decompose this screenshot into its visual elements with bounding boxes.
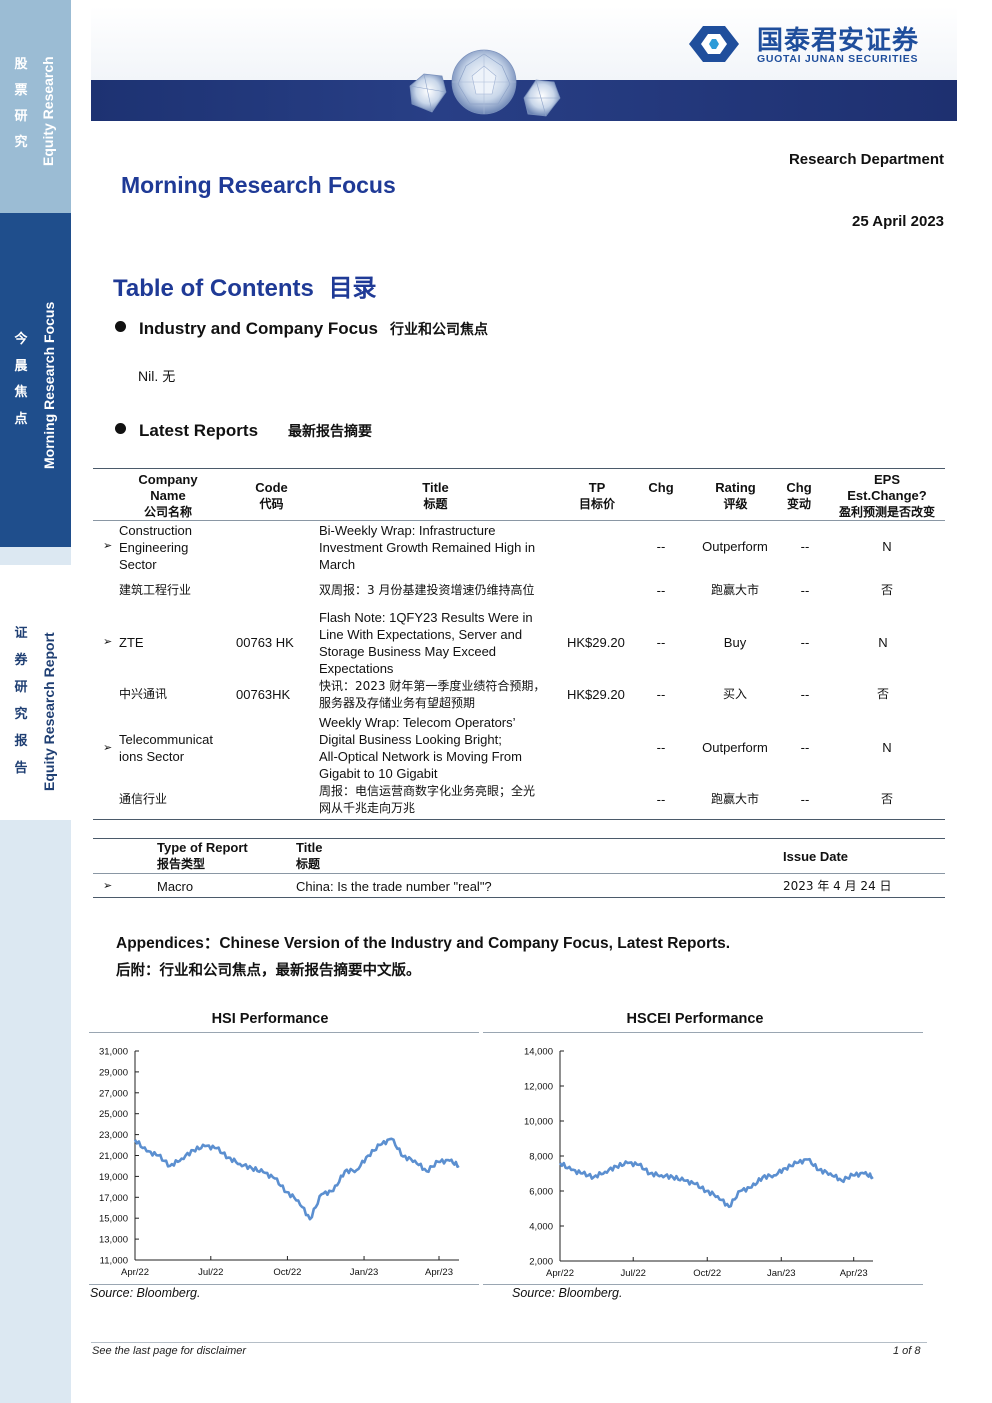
y-tick-label: 10,000: [524, 1117, 553, 1128]
hsi-chart-title: HSI Performance: [211, 1011, 329, 1027]
x-tick-label: Jul/22: [621, 1268, 646, 1279]
y-tick-label: 19,000: [99, 1172, 128, 1183]
col-header-tp: TP 目标价: [578, 480, 615, 511]
col-header-company: Company Name 公司名称: [138, 472, 198, 519]
report-title: 周报：电信运营商数字化业务亮眼；全光 网从千兆走向万兆: [319, 784, 536, 815]
brand-mark-icon: [689, 26, 739, 62]
report-title: 快讯：2023 财年第一季度业绩符合预期， 服务器及存储业务有望超预期: [319, 679, 546, 710]
y-tick-label: 25,000: [99, 1109, 128, 1120]
page-number: 1 of 8: [893, 1345, 921, 1357]
x-tick-label: Jul/22: [198, 1267, 223, 1278]
x-tick-label: Jan/23: [350, 1267, 379, 1278]
y-tick-label: 2,000: [529, 1257, 553, 1268]
y-tick-label: 15,000: [99, 1214, 128, 1225]
y-tick-label: 12,000: [524, 1082, 553, 1093]
company-name: Construction Engineering Sector: [119, 523, 192, 572]
table-rule: [93, 838, 945, 839]
table-rule: [93, 468, 945, 469]
y-tick-label: 11,000: [100, 1256, 128, 1267]
appendices-note-cn: 后附：行业和公司焦点，最新报告摘要中文版。: [116, 963, 421, 979]
table-rule: [93, 873, 945, 874]
appendices-note-en: Appendices：Chinese Version of the Indust…: [116, 935, 731, 952]
x-tick-label: Apr/22: [121, 1267, 149, 1278]
chart-rule: [483, 1284, 923, 1285]
col-header-macro-title: Title 标题: [296, 840, 323, 871]
col-header-report-type: Type of Report 报告类型: [157, 840, 248, 871]
y-tick-label: 6,000: [529, 1187, 553, 1198]
col-header-eps: EPS Est.Change? 盈利预测是否改变: [838, 472, 935, 519]
y-tick-label: 31,000: [99, 1047, 128, 1058]
bullet-icon: [115, 423, 126, 434]
sidebar-block-equity-research: 股 票 研 究 Equity Research: [0, 0, 71, 213]
sidebar-block-equity-report: 证 券 研 究 报 告 Equity Research Report: [0, 565, 71, 820]
y-tick-label: 23,000: [99, 1130, 128, 1141]
table-rule: [93, 520, 945, 521]
nil-note: Nil. 无: [138, 368, 176, 385]
x-tick-label: Oct/22: [273, 1267, 301, 1278]
department-label: Research Department: [788, 151, 944, 168]
left-sidebar: 股 票 研 究 Equity Research 今 晨 焦 点 Morning …: [0, 0, 71, 1403]
banner-dark-band: [91, 80, 957, 121]
hsi-series-line: [133, 1137, 460, 1221]
sidebar-en-label: Equity Research: [40, 56, 56, 166]
brand-name-cn: 国泰君安证券: [757, 26, 920, 56]
y-tick-label: 14,000: [524, 1047, 553, 1058]
y-tick-label: 29,000: [99, 1067, 128, 1078]
hscei-chart-title: HSCEI Performance: [626, 1011, 764, 1027]
y-tick-label: 27,000: [99, 1088, 128, 1099]
report-title: Bi-Weekly Wrap: Infrastructure Investmen…: [319, 523, 536, 572]
table-rule: [93, 897, 945, 898]
col-header-code: Code 代码: [255, 480, 288, 511]
toc-title: Table of Contents 目录: [113, 274, 377, 302]
x-tick-label: Apr/23: [840, 1268, 868, 1279]
bullet-icon: [115, 321, 126, 332]
col-header-chg-change: Chg 变动: [786, 480, 812, 511]
diamond-gems-icon: [409, 49, 561, 117]
chart-rule: [89, 1032, 479, 1033]
sidebar-block-morning-focus: 今 晨 焦 点 Morning Research Focus: [0, 213, 71, 547]
company-logo: 国泰君安证券 GUOTAI JUNAN SECURITIES: [679, 20, 949, 70]
x-tick-label: Jan/23: [767, 1268, 796, 1279]
table-rule: [93, 819, 945, 820]
chart-rule: [89, 1284, 479, 1285]
col-header-issue-date: Issue Date: [783, 849, 849, 864]
hsi-line-chart: 31,000 29,000 27,000 25,000 23,000 21,000 19,0…: [99, 1047, 460, 1278]
chart-source-left: Source: Bloomberg.: [90, 1286, 201, 1300]
footer-rule: [91, 1342, 927, 1343]
col-header-chg: Chg: [648, 480, 674, 495]
page-title: Morning Research Focus: [121, 172, 396, 198]
report-date: 25 April 2023: [852, 213, 944, 230]
sidebar-en-label: Equity Research Report: [41, 632, 57, 791]
chart-source-right: Source: Bloomberg.: [512, 1286, 623, 1300]
x-tick-label: Oct/22: [693, 1268, 721, 1279]
y-tick-label: 17,000: [99, 1193, 128, 1204]
y-tick-label: 8,000: [529, 1152, 553, 1163]
company-name: Telecommunicat ions Sector: [119, 732, 213, 764]
section-latest-reports: Latest Reports 最新报告摘要: [115, 421, 372, 441]
chart-rule: [483, 1032, 923, 1033]
y-tick-label: 4,000: [529, 1222, 553, 1233]
section-industry-company-focus: Industry and Company Focus 行业和公司焦点: [115, 319, 488, 339]
footer-disclaimer: See the last page for disclaimer: [92, 1345, 247, 1357]
x-tick-label: Apr/22: [546, 1268, 574, 1279]
header-banner: 国泰君安证券 GUOTAI JUNAN SECURITIES: [91, 6, 957, 121]
hscei-series-line: [558, 1157, 874, 1209]
y-tick-label: 13,000: [99, 1235, 128, 1246]
report-title: Weekly Wrap: Telecom Operators’ Digital …: [319, 715, 522, 781]
col-header-title: Title 标题: [422, 480, 449, 511]
report-title: Flash Note: 1QFY23 Results Were in Line …: [319, 610, 533, 676]
hscei-line-chart: 14,00012,00010,0008,0006,0004,0002,000Ap…: [524, 1047, 874, 1279]
y-tick-label: 21,000: [99, 1151, 128, 1162]
sidebar-en-label: Morning Research Focus: [41, 301, 57, 469]
banner-light-band: [91, 6, 957, 80]
x-tick-label: Apr/23: [425, 1267, 453, 1278]
col-header-rating: Rating 评级: [715, 480, 756, 511]
brand-name-en: GUOTAI JUNAN SECURITIES: [757, 53, 919, 65]
